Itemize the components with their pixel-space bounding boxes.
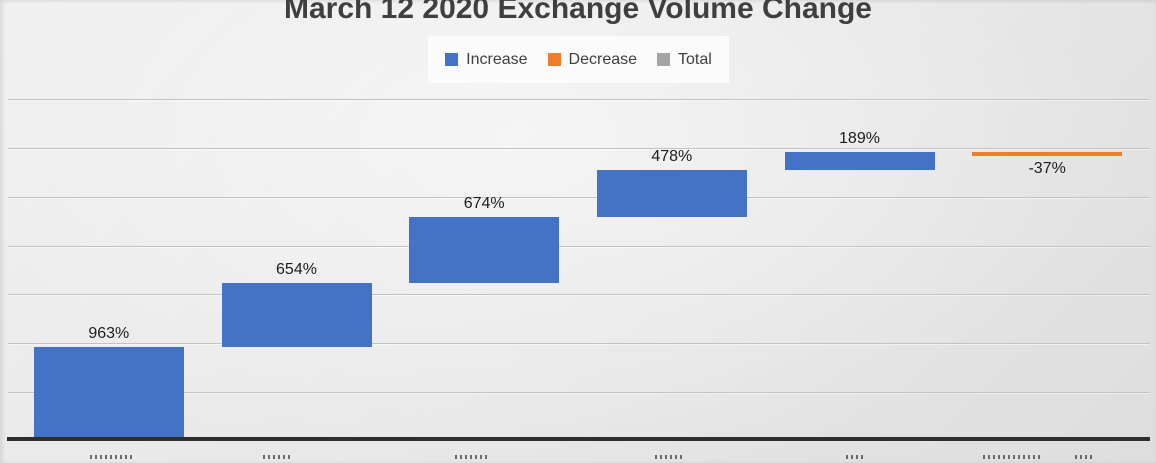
x-axis-label-fragment	[263, 455, 293, 459]
decrease-swatch-icon	[547, 53, 561, 66]
data-label: 963%	[88, 324, 130, 342]
bar-increase	[221, 282, 372, 347]
bar-decrease	[972, 151, 1123, 156]
total-swatch-icon	[657, 53, 671, 66]
chart-title: March 12 2020 Exchange Volume Change	[283, 0, 872, 25]
gridline	[8, 294, 1150, 296]
data-label: -37%	[1028, 159, 1066, 177]
legend-label: Total	[678, 50, 712, 68]
increase-swatch-icon	[445, 53, 459, 66]
gridline	[8, 392, 1150, 394]
data-label: 674%	[463, 195, 505, 213]
data-label: 478%	[651, 148, 693, 166]
bar-increase	[33, 346, 184, 441]
bar-increase	[596, 170, 747, 218]
x-axis-label-fragment	[655, 455, 683, 459]
gridline	[8, 147, 1150, 149]
x-axis-label-fragment	[90, 455, 135, 459]
x-axis-label-fragment	[846, 455, 864, 459]
gridline	[8, 196, 1150, 198]
gridline	[8, 343, 1150, 345]
x-axis-label-fragment	[983, 455, 1040, 459]
x-axis-label-fragment	[455, 455, 488, 459]
x-axis-line	[7, 437, 1150, 441]
data-label: 654%	[276, 260, 317, 278]
bar-increase	[409, 217, 560, 283]
chart-legend: Increase Decrease Total	[428, 36, 729, 83]
legend-item-total: Total	[657, 50, 712, 68]
legend-item-increase: Increase	[445, 50, 528, 68]
x-axis-label-fragment	[1075, 455, 1095, 459]
data-label: 189%	[839, 129, 880, 147]
gridline	[8, 99, 1150, 100]
gridline	[8, 245, 1150, 247]
bar-increase	[784, 151, 935, 171]
legend-item-decrease: Decrease	[547, 50, 638, 68]
legend-label: Decrease	[568, 50, 638, 68]
legend-label: Increase	[466, 50, 528, 68]
